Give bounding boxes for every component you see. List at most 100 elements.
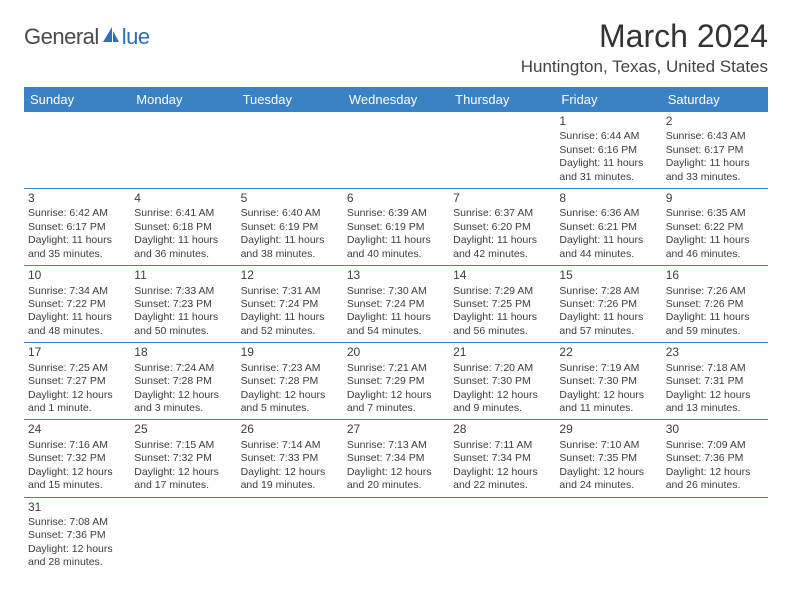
daylight-text: Daylight: 12 hours and 17 minutes.	[134, 466, 232, 493]
day-number: 22	[559, 345, 657, 360]
logo-sail-icon	[101, 25, 121, 50]
daylight-text: Daylight: 12 hours and 5 minutes.	[241, 389, 339, 416]
sunset-text: Sunset: 6:17 PM	[28, 221, 126, 234]
sunrise-text: Sunrise: 7:08 AM	[28, 516, 126, 529]
sunset-text: Sunset: 7:26 PM	[666, 298, 764, 311]
sunrise-text: Sunrise: 7:33 AM	[134, 285, 232, 298]
daylight-text: Daylight: 12 hours and 24 minutes.	[559, 466, 657, 493]
daylight-text: Daylight: 12 hours and 28 minutes.	[28, 543, 126, 570]
daylight-text: Daylight: 11 hours and 48 minutes.	[28, 311, 126, 338]
day-number: 1	[559, 114, 657, 129]
sunrise-text: Sunrise: 7:34 AM	[28, 285, 126, 298]
day-number: 2	[666, 114, 764, 129]
calendar-day: 24Sunrise: 7:16 AMSunset: 7:32 PMDayligh…	[24, 420, 130, 496]
day-number: 19	[241, 345, 339, 360]
sunset-text: Sunset: 6:22 PM	[666, 221, 764, 234]
sunrise-text: Sunrise: 7:19 AM	[559, 362, 657, 375]
daylight-text: Daylight: 11 hours and 52 minutes.	[241, 311, 339, 338]
calendar-week: 1Sunrise: 6:44 AMSunset: 6:16 PMDaylight…	[24, 112, 768, 189]
calendar-day: 18Sunrise: 7:24 AMSunset: 7:28 PMDayligh…	[130, 343, 236, 419]
sunset-text: Sunset: 7:28 PM	[134, 375, 232, 388]
calendar-day: 16Sunrise: 7:26 AMSunset: 7:26 PMDayligh…	[662, 266, 768, 342]
sunrise-text: Sunrise: 7:23 AM	[241, 362, 339, 375]
calendar-day-empty	[343, 498, 449, 574]
sunrise-text: Sunrise: 7:21 AM	[347, 362, 445, 375]
calendar-day-empty	[237, 112, 343, 188]
sunrise-text: Sunrise: 7:26 AM	[666, 285, 764, 298]
day-number: 21	[453, 345, 551, 360]
calendar-day-empty	[343, 112, 449, 188]
day-number: 25	[134, 422, 232, 437]
month-title: March 2024	[521, 18, 768, 55]
sunrise-text: Sunrise: 6:41 AM	[134, 207, 232, 220]
weekday-monday: Monday	[130, 87, 236, 112]
day-number: 17	[28, 345, 126, 360]
daylight-text: Daylight: 11 hours and 50 minutes.	[134, 311, 232, 338]
sunset-text: Sunset: 7:29 PM	[347, 375, 445, 388]
sunrise-text: Sunrise: 6:40 AM	[241, 207, 339, 220]
sunrise-text: Sunrise: 7:25 AM	[28, 362, 126, 375]
logo-text-general: General	[24, 24, 99, 50]
calendar-day: 25Sunrise: 7:15 AMSunset: 7:32 PMDayligh…	[130, 420, 236, 496]
weekday-saturday: Saturday	[662, 87, 768, 112]
sunset-text: Sunset: 7:36 PM	[666, 452, 764, 465]
sunset-text: Sunset: 7:30 PM	[453, 375, 551, 388]
calendar-day-empty	[662, 498, 768, 574]
daylight-text: Daylight: 11 hours and 54 minutes.	[347, 311, 445, 338]
calendar-day-empty	[237, 498, 343, 574]
daylight-text: Daylight: 11 hours and 57 minutes.	[559, 311, 657, 338]
sunset-text: Sunset: 7:31 PM	[666, 375, 764, 388]
calendar-day: 15Sunrise: 7:28 AMSunset: 7:26 PMDayligh…	[555, 266, 661, 342]
daylight-text: Daylight: 11 hours and 40 minutes.	[347, 234, 445, 261]
day-number: 3	[28, 191, 126, 206]
sunset-text: Sunset: 6:18 PM	[134, 221, 232, 234]
day-number: 7	[453, 191, 551, 206]
calendar-week: 10Sunrise: 7:34 AMSunset: 7:22 PMDayligh…	[24, 266, 768, 343]
daylight-text: Daylight: 11 hours and 44 minutes.	[559, 234, 657, 261]
calendar-day: 27Sunrise: 7:13 AMSunset: 7:34 PMDayligh…	[343, 420, 449, 496]
calendar-day: 20Sunrise: 7:21 AMSunset: 7:29 PMDayligh…	[343, 343, 449, 419]
sunset-text: Sunset: 7:28 PM	[241, 375, 339, 388]
weekday-sunday: Sunday	[24, 87, 130, 112]
daylight-text: Daylight: 12 hours and 26 minutes.	[666, 466, 764, 493]
logo-text-blue: lue	[122, 24, 150, 50]
calendar-day: 2Sunrise: 6:43 AMSunset: 6:17 PMDaylight…	[662, 112, 768, 188]
calendar-day: 1Sunrise: 6:44 AMSunset: 6:16 PMDaylight…	[555, 112, 661, 188]
calendar-day: 14Sunrise: 7:29 AMSunset: 7:25 PMDayligh…	[449, 266, 555, 342]
sunset-text: Sunset: 6:21 PM	[559, 221, 657, 234]
day-number: 6	[347, 191, 445, 206]
sunrise-text: Sunrise: 7:14 AM	[241, 439, 339, 452]
sunrise-text: Sunrise: 7:24 AM	[134, 362, 232, 375]
sunset-text: Sunset: 7:30 PM	[559, 375, 657, 388]
sunset-text: Sunset: 7:26 PM	[559, 298, 657, 311]
sunrise-text: Sunrise: 7:10 AM	[559, 439, 657, 452]
day-number: 10	[28, 268, 126, 283]
sunrise-text: Sunrise: 7:31 AM	[241, 285, 339, 298]
calendar-day: 5Sunrise: 6:40 AMSunset: 6:19 PMDaylight…	[237, 189, 343, 265]
daylight-text: Daylight: 11 hours and 46 minutes.	[666, 234, 764, 261]
day-number: 27	[347, 422, 445, 437]
sunrise-text: Sunrise: 7:11 AM	[453, 439, 551, 452]
daylight-text: Daylight: 12 hours and 7 minutes.	[347, 389, 445, 416]
sunrise-text: Sunrise: 7:28 AM	[559, 285, 657, 298]
daylight-text: Daylight: 12 hours and 19 minutes.	[241, 466, 339, 493]
calendar-day: 6Sunrise: 6:39 AMSunset: 6:19 PMDaylight…	[343, 189, 449, 265]
daylight-text: Daylight: 12 hours and 1 minute.	[28, 389, 126, 416]
sunrise-text: Sunrise: 6:43 AM	[666, 130, 764, 143]
sunrise-text: Sunrise: 7:30 AM	[347, 285, 445, 298]
daylight-text: Daylight: 11 hours and 42 minutes.	[453, 234, 551, 261]
day-number: 11	[134, 268, 232, 283]
calendar-day: 30Sunrise: 7:09 AMSunset: 7:36 PMDayligh…	[662, 420, 768, 496]
calendar-day: 26Sunrise: 7:14 AMSunset: 7:33 PMDayligh…	[237, 420, 343, 496]
sunset-text: Sunset: 6:19 PM	[241, 221, 339, 234]
sunset-text: Sunset: 7:34 PM	[347, 452, 445, 465]
daylight-text: Daylight: 11 hours and 56 minutes.	[453, 311, 551, 338]
calendar-week: 24Sunrise: 7:16 AMSunset: 7:32 PMDayligh…	[24, 420, 768, 497]
location-subtitle: Huntington, Texas, United States	[521, 57, 768, 77]
day-number: 31	[28, 500, 126, 515]
day-number: 13	[347, 268, 445, 283]
sunset-text: Sunset: 7:23 PM	[134, 298, 232, 311]
calendar-day: 13Sunrise: 7:30 AMSunset: 7:24 PMDayligh…	[343, 266, 449, 342]
calendar-week: 3Sunrise: 6:42 AMSunset: 6:17 PMDaylight…	[24, 189, 768, 266]
sunset-text: Sunset: 6:17 PM	[666, 144, 764, 157]
